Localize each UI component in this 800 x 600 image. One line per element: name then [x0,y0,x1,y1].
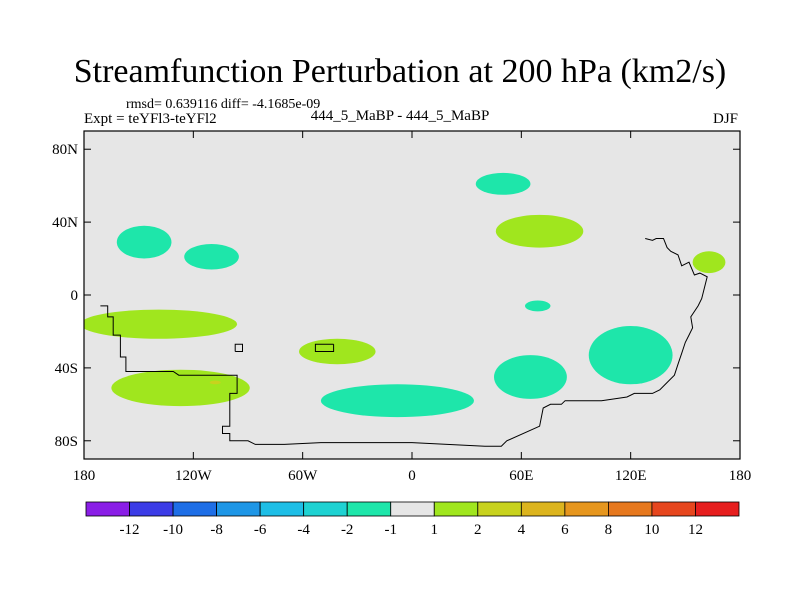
contour-region-5 [692,251,726,274]
colorbar-swatch [390,501,435,517]
contour-region-13 [209,380,221,385]
contour-region-8 [299,338,376,365]
colorbar-label: -12 [120,522,140,538]
colorbar-swatch [608,501,653,517]
colorbar-label: 2 [474,522,482,538]
colorbar-label: -6 [254,522,267,538]
contour-region-6 [524,300,551,312]
chart-title: Streamfunction Perturbation at 200 hPa (… [73,53,727,90]
coastlines [100,238,708,447]
colorbar-swatch [259,501,305,517]
x-tick-label: 180 [73,468,96,484]
colorbar-swatch [346,501,392,517]
colorbar-swatch [564,501,609,517]
colorbar-swatch [303,501,348,517]
colorbar-label: -4 [297,522,310,538]
x-tick-label: 120W [175,468,213,484]
colorbar-label: 8 [605,522,613,538]
colorbar-label: 10 [644,522,659,538]
experiment-label: Expt = teYFl3-teYFl2 [84,111,217,127]
coastline-2 [314,343,335,352]
season-label: DJF [712,111,738,127]
colorbar-swatch [216,501,261,517]
contour-region-7 [84,309,238,339]
y-tick-label: 80S [55,434,78,450]
x-tick-label: 60E [509,468,533,484]
colorbar-label: 1 [431,522,439,538]
contour-region-2 [184,243,239,270]
colorbar-swatch [85,501,130,517]
colorbar-swatch [433,501,479,517]
x-tick-label: 60W [288,468,318,484]
y-tick-label: 80N [52,142,78,158]
colorbar-swatch [129,501,174,517]
colorbar-label: -1 [384,522,397,538]
colorbar-label: -2 [341,522,354,538]
contour-region-3 [475,172,531,195]
coastline-1 [100,238,708,447]
x-tick-label: 120E [615,468,647,484]
contour-region-11 [494,355,567,399]
contour-region-1 [116,225,172,259]
contour-region-4 [495,214,584,248]
coastline-3 [234,343,243,352]
y-tick-label: 0 [71,288,79,304]
colorbar-swatch [651,501,696,517]
contour-fields [84,172,726,418]
y-tick-label: 40N [52,215,78,231]
colorbar-label: -8 [210,522,223,538]
x-tick-label: 0 [408,468,416,484]
x-tick-label: 180 [729,468,752,484]
colorbar-label: -10 [163,522,183,538]
colorbar-swatch [172,501,217,517]
contour-region-10 [320,384,474,418]
colorbar-swatch [477,501,522,517]
colorbar-label: 4 [518,522,526,538]
contour-region-12 [588,325,673,385]
colorbar: -12 -10 -8 -6 -4 -2 -1 1 2 4 6 8 10 12 [85,501,740,538]
axis-ticks: 180 120W 60W 0 60E 120E 180 80N 40N 0 40S 80S [52,131,751,484]
colorbar-swatch [520,501,566,517]
colorbar-label: 6 [561,522,569,538]
case-label: 444_5_MaBP - 444_5_MaBP [310,108,490,124]
contour-region-9 [111,369,250,407]
y-tick-label: 40S [55,361,78,377]
colorbar-swatch [695,501,740,517]
colorbar-label: 12 [688,522,703,538]
rmsd-annotation: rmsd= 0.639116 diff= -4.1685e-09 [126,97,321,112]
